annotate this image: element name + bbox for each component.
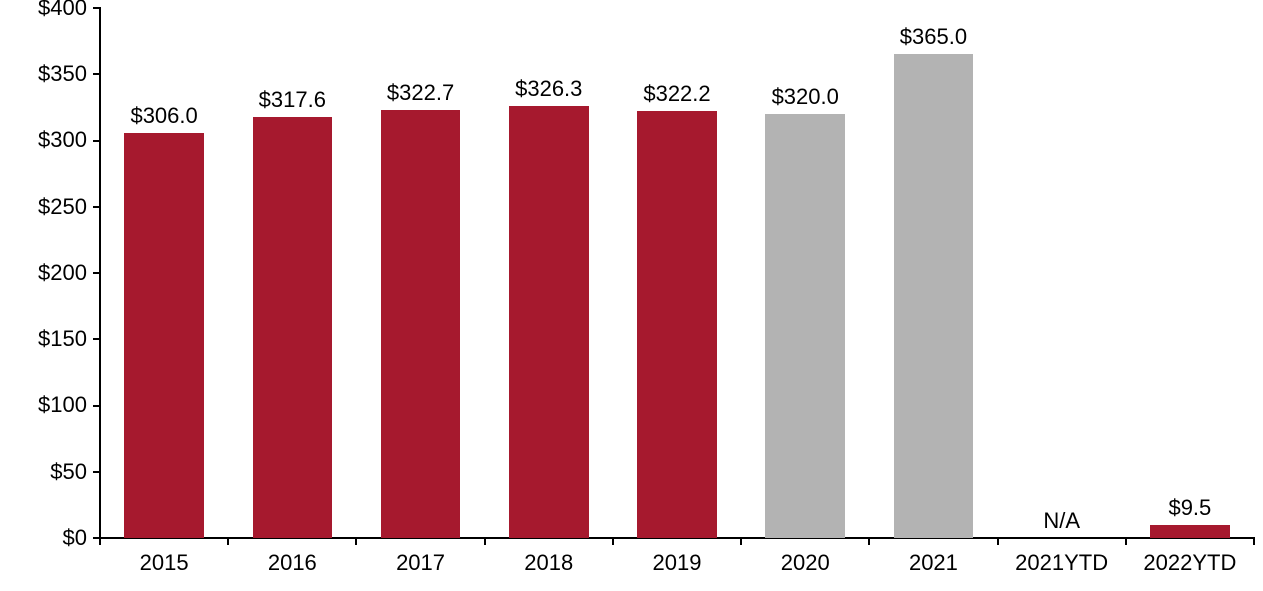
y-tick bbox=[93, 206, 100, 208]
bar bbox=[765, 114, 844, 538]
x-tick bbox=[99, 538, 101, 545]
x-tick-label: 2022YTD bbox=[1143, 550, 1236, 576]
y-tick-label: $200 bbox=[38, 260, 87, 286]
bar bbox=[637, 111, 716, 538]
bar-value-label: $322.7 bbox=[387, 80, 454, 106]
bar bbox=[1150, 525, 1229, 538]
bar-value-label: $320.0 bbox=[772, 84, 839, 110]
y-tick-label: $400 bbox=[38, 0, 87, 21]
y-tick bbox=[93, 405, 100, 407]
x-tick-label: 2016 bbox=[268, 550, 317, 576]
bar-value-label: $322.2 bbox=[643, 81, 710, 107]
bar-value-label: $9.5 bbox=[1168, 495, 1211, 521]
y-tick-label: $0 bbox=[63, 525, 87, 551]
y-tick-label: $300 bbox=[38, 127, 87, 153]
y-tick bbox=[93, 7, 100, 9]
x-tick bbox=[997, 538, 999, 545]
bar bbox=[253, 117, 332, 538]
y-tick-label: $50 bbox=[50, 459, 87, 485]
x-tick-label: 2015 bbox=[140, 550, 189, 576]
y-tick bbox=[93, 338, 100, 340]
bar bbox=[381, 110, 460, 538]
x-tick-label: 2021YTD bbox=[1015, 550, 1108, 576]
x-tick bbox=[868, 538, 870, 545]
y-tick bbox=[93, 272, 100, 274]
bar-value-label: $365.0 bbox=[900, 24, 967, 50]
y-tick bbox=[93, 471, 100, 473]
y-tick-label: $100 bbox=[38, 392, 87, 418]
y-tick bbox=[93, 73, 100, 75]
x-tick bbox=[227, 538, 229, 545]
x-tick-label: 2020 bbox=[781, 550, 830, 576]
x-tick bbox=[484, 538, 486, 545]
bar bbox=[124, 133, 203, 538]
x-tick bbox=[740, 538, 742, 545]
bar-chart: $0 $50 $100 $150 $200 $250 $300 $350 $400 $306.0 2… bbox=[0, 0, 1263, 591]
y-tick-label: $250 bbox=[38, 194, 87, 220]
bar bbox=[509, 106, 588, 538]
x-tick bbox=[612, 538, 614, 545]
bar bbox=[894, 54, 973, 538]
x-tick bbox=[1253, 538, 1255, 545]
x-tick-label: 2018 bbox=[524, 550, 573, 576]
x-tick-label: 2021 bbox=[909, 550, 958, 576]
y-tick-label: $350 bbox=[38, 61, 87, 87]
y-tick-label: $150 bbox=[38, 326, 87, 352]
bar-value-label: $306.0 bbox=[130, 103, 197, 129]
bar-value-label: N/A bbox=[1043, 508, 1080, 534]
bar-value-label: $317.6 bbox=[259, 87, 326, 113]
x-tick-label: 2019 bbox=[653, 550, 702, 576]
x-tick bbox=[355, 538, 357, 545]
x-tick-label: 2017 bbox=[396, 550, 445, 576]
bar-value-label: $326.3 bbox=[515, 76, 582, 102]
y-tick bbox=[93, 140, 100, 142]
x-tick bbox=[1125, 538, 1127, 545]
